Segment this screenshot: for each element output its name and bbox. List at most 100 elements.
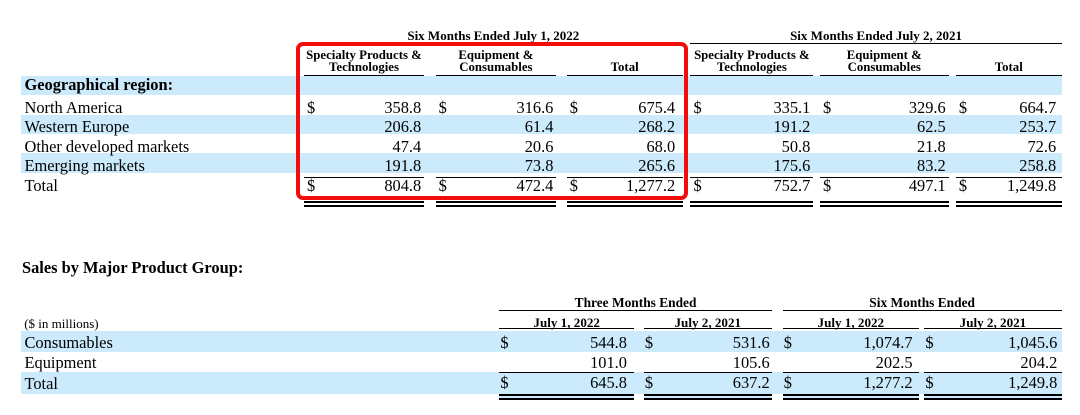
value-cell: 105.6 bbox=[732, 353, 770, 373]
dollar-sign: $ bbox=[925, 333, 934, 353]
table-row: Western Europe 206.8 61.4 268.2 191.2 62… bbox=[21, 114, 1062, 137]
dollar-sign: $ bbox=[569, 175, 578, 195]
value-cell: $316.6 bbox=[438, 98, 554, 118]
total-row: Total $645.8 $637.2 $1,277.2 $1,249.8 bbox=[21, 371, 1062, 401]
value-cell: $544.8 bbox=[500, 333, 627, 353]
value-cell: $675.4 bbox=[569, 98, 676, 118]
value-cell: 253.7 bbox=[1019, 117, 1057, 137]
date-header: July 2, 2021 bbox=[643, 311, 772, 329]
geographic-sales-table: Six Months Ended July 1, 2022 Six Months… bbox=[21, 24, 1062, 208]
row-label: Consumables bbox=[24, 333, 113, 353]
dollar-sign: $ bbox=[644, 333, 654, 353]
dollar-sign: $ bbox=[783, 372, 792, 392]
value-cell: 191.2 bbox=[773, 117, 811, 137]
value-cell: $497.1 bbox=[820, 175, 949, 208]
row-label: Emerging markets bbox=[24, 155, 145, 175]
product-group-sales-table: Three Months Ended Six Months Ended ($ i… bbox=[21, 295, 1062, 401]
dollar-sign: $ bbox=[438, 175, 447, 195]
period-header-row: Six Months Ended July 1, 2022 Six Months… bbox=[21, 24, 1062, 44]
section-title: Sales by Major Product Group: bbox=[22, 257, 244, 277]
value-cell: $472.4 bbox=[435, 175, 557, 208]
section-row: Geographical region: bbox=[21, 74, 1062, 96]
column-header: Equipment & Consumables bbox=[435, 44, 557, 77]
row-label: Other developed markets bbox=[24, 136, 190, 156]
value-cell: $1,074.7 bbox=[783, 333, 913, 353]
section-label: Geographical region: bbox=[24, 74, 174, 94]
dollar-sign: $ bbox=[958, 175, 968, 195]
value-cell: $637.2 bbox=[643, 371, 772, 401]
value-cell: $752.7 bbox=[690, 175, 814, 208]
dollar-sign: $ bbox=[569, 98, 578, 118]
date-header: July 2, 2021 bbox=[924, 311, 1062, 329]
value-cell: 47.4 bbox=[392, 136, 422, 156]
dollar-sign: $ bbox=[500, 372, 509, 392]
segment-header-row: Specialty Products & Technologies Equipme… bbox=[21, 44, 1062, 77]
table-row: Other developed markets 47.4 20.6 68.0 5… bbox=[21, 134, 1062, 156]
dollar-sign: $ bbox=[693, 98, 702, 118]
value-cell: 258.8 bbox=[1019, 155, 1057, 175]
table-row: Emerging markets 191.8 73.8 265.6 175.6 … bbox=[21, 153, 1062, 175]
value-cell: $1,277.2 bbox=[782, 371, 919, 401]
value-cell: $664.7 bbox=[958, 98, 1057, 118]
value-cell: 21.8 bbox=[917, 136, 946, 156]
period-header-three-months: Three Months Ended bbox=[499, 295, 772, 311]
value-cell: 202.5 bbox=[875, 353, 913, 373]
row-label: Total bbox=[24, 176, 58, 196]
dollar-sign: $ bbox=[307, 98, 316, 118]
column-header: Specialty Products & Technologies bbox=[690, 44, 814, 77]
table-row: Consumables $544.8 $531.6 $1,074.7 $1,04… bbox=[21, 331, 1062, 353]
value-cell: 191.8 bbox=[384, 155, 422, 175]
value-cell: $335.1 bbox=[693, 98, 811, 118]
period-header-row: Three Months Ended Six Months Ended bbox=[21, 295, 1062, 311]
period-header-2021: Six Months Ended July 2, 2021 bbox=[690, 24, 1062, 44]
value-cell: 265.6 bbox=[638, 155, 676, 175]
value-cell: 61.4 bbox=[524, 117, 554, 137]
value-cell: 68.0 bbox=[646, 136, 676, 156]
dollar-sign: $ bbox=[693, 175, 702, 195]
column-header: Equipment & Consumables bbox=[820, 44, 949, 77]
dollar-sign: $ bbox=[500, 333, 509, 353]
dollar-sign: $ bbox=[823, 98, 832, 118]
value-cell: $804.8 bbox=[304, 175, 424, 208]
total-row: Total $804.8 $472.4 $1,277.2 $752.7 $497… bbox=[21, 175, 1062, 208]
value-cell: 62.5 bbox=[917, 117, 946, 137]
row-label: North America bbox=[24, 98, 123, 118]
column-header: Specialty Products & Technologies bbox=[304, 44, 424, 77]
units-note: ($ in millions) bbox=[24, 315, 99, 331]
value-cell: 101.0 bbox=[590, 353, 627, 373]
row-label: Western Europe bbox=[24, 117, 130, 137]
value-cell: 73.8 bbox=[524, 155, 554, 175]
value-cell: 72.6 bbox=[1027, 136, 1057, 156]
value-cell: 175.6 bbox=[773, 155, 811, 175]
value-cell: $1,045.6 bbox=[925, 333, 1058, 353]
dollar-sign: $ bbox=[438, 98, 447, 118]
dollar-sign: $ bbox=[644, 372, 654, 392]
date-header: July 1, 2022 bbox=[782, 311, 919, 329]
dollar-sign: $ bbox=[958, 98, 968, 118]
period-header-six-months: Six Months Ended bbox=[782, 295, 1062, 311]
dollar-sign: $ bbox=[783, 333, 792, 353]
value-cell: $645.8 bbox=[499, 371, 634, 401]
column-header: Total bbox=[566, 44, 683, 77]
value-cell: 204.2 bbox=[1020, 353, 1058, 373]
value-cell: $1,249.8 bbox=[924, 371, 1062, 401]
row-label: Equipment bbox=[24, 353, 97, 373]
value-cell: $329.6 bbox=[823, 98, 946, 118]
value-cell: $358.8 bbox=[307, 98, 422, 118]
value-cell: 50.8 bbox=[781, 136, 811, 156]
value-cell: 20.6 bbox=[524, 136, 554, 156]
dollar-sign: $ bbox=[307, 175, 316, 195]
date-header-row: ($ in millions) July 1, 2022 July 2, 202… bbox=[21, 311, 1062, 331]
table-row: Equipment 101.0 105.6 202.5 204.2 bbox=[21, 352, 1062, 372]
value-cell: 268.2 bbox=[638, 117, 676, 137]
value-cell: $1,249.8 bbox=[955, 175, 1062, 208]
dollar-sign: $ bbox=[823, 175, 832, 195]
value-cell: $531.6 bbox=[644, 333, 770, 353]
value-cell: $1,277.2 bbox=[566, 175, 683, 208]
value-cell: 206.8 bbox=[384, 117, 422, 137]
row-label: Total bbox=[21, 372, 491, 401]
column-header: Total bbox=[955, 44, 1062, 77]
date-header: July 1, 2022 bbox=[499, 311, 634, 329]
dollar-sign: $ bbox=[925, 372, 934, 392]
